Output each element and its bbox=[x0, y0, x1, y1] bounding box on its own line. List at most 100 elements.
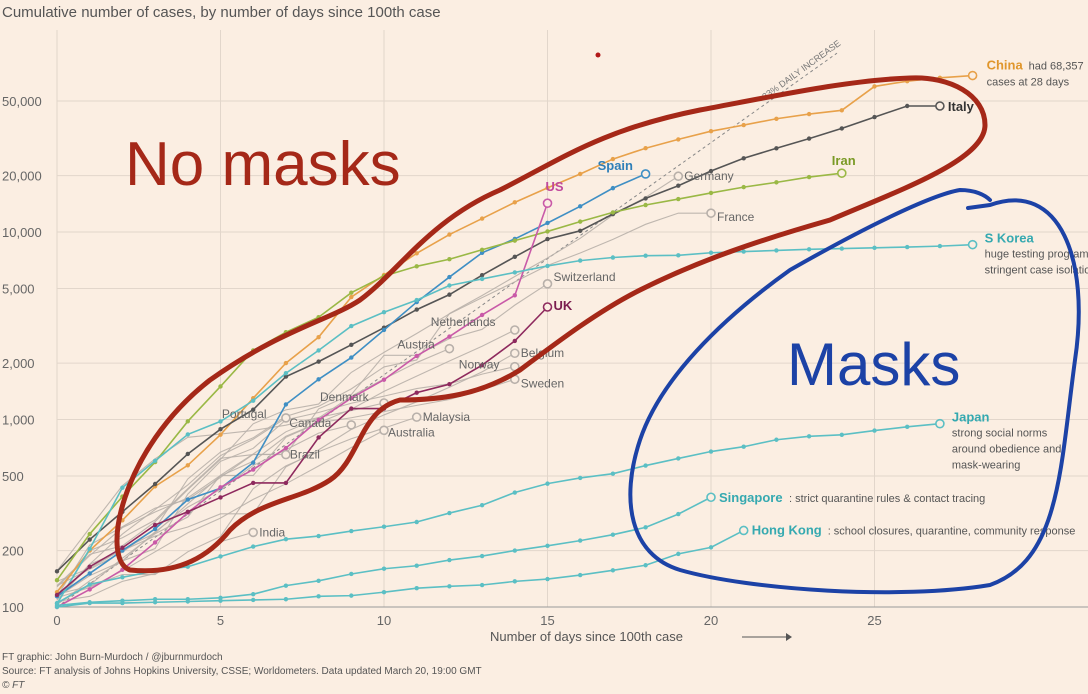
data-point-s-korea bbox=[447, 283, 452, 288]
data-point-uk bbox=[512, 338, 517, 344]
data-point-japan bbox=[218, 554, 223, 559]
data-point-china bbox=[185, 463, 190, 468]
data-point-hong-kong bbox=[545, 576, 550, 582]
data-point-s-korea bbox=[120, 485, 125, 490]
series-label-uk: UK bbox=[554, 298, 573, 313]
series-label-italy: Italy bbox=[948, 99, 975, 114]
data-point-singapore bbox=[414, 563, 419, 568]
data-point-italy bbox=[87, 537, 92, 542]
data-point-china bbox=[414, 251, 419, 256]
data-point-china bbox=[708, 129, 714, 134]
data-point-iran bbox=[87, 531, 92, 537]
end-marker-switzerland bbox=[542, 279, 553, 289]
data-point-japan bbox=[381, 524, 387, 529]
data-point-hong-kong bbox=[349, 593, 354, 598]
data-point-singapore bbox=[381, 566, 387, 571]
data-point-china bbox=[545, 185, 550, 191]
data-point-hong-kong bbox=[185, 599, 190, 604]
data-point-spain bbox=[87, 571, 92, 576]
series-label-india: India bbox=[259, 525, 285, 539]
data-point-s-korea bbox=[381, 310, 387, 315]
series-label-hong-kong: Hong Kong bbox=[752, 522, 822, 537]
data-point-s-korea bbox=[218, 419, 223, 424]
data-point-italy bbox=[447, 292, 452, 297]
data-point-us bbox=[251, 467, 256, 472]
masks-label: Masks bbox=[787, 331, 960, 398]
data-point-china bbox=[806, 111, 812, 117]
data-point-hong-kong bbox=[283, 597, 289, 602]
data-point-s-korea bbox=[676, 253, 681, 258]
data-point-s-korea bbox=[578, 258, 583, 263]
data-point-us bbox=[512, 293, 517, 298]
x-tick-label: 15 bbox=[540, 613, 554, 628]
end-marker-japan bbox=[935, 418, 945, 429]
data-point-japan bbox=[905, 424, 910, 430]
end-marker-germany bbox=[673, 171, 684, 182]
data-point-japan bbox=[839, 432, 844, 437]
end-marker-iran bbox=[836, 168, 847, 178]
series-line-germany bbox=[56, 175, 679, 587]
data-point-us bbox=[349, 395, 354, 401]
data-point-singapore bbox=[545, 543, 550, 549]
y-tick-label: 20,000 bbox=[2, 169, 42, 184]
data-point-singapore bbox=[316, 578, 321, 583]
series-annotation-s-korea: stringent case isolation bbox=[985, 265, 1088, 277]
data-point-spain bbox=[283, 402, 289, 407]
data-point-italy bbox=[251, 407, 256, 412]
end-marker-us bbox=[542, 198, 553, 209]
data-point-hong-kong bbox=[610, 568, 616, 573]
data-point-china bbox=[316, 334, 321, 340]
series-label-china: China bbox=[987, 58, 1024, 73]
data-point-s-korea bbox=[479, 276, 485, 282]
series-line-brazil bbox=[56, 454, 286, 592]
data-point-hong-kong bbox=[479, 582, 485, 588]
data-point-s-korea bbox=[937, 243, 943, 249]
series-label-spain: Spain bbox=[598, 158, 633, 173]
data-point-s-korea bbox=[806, 247, 812, 252]
data-point-us bbox=[479, 312, 485, 318]
data-point-singapore bbox=[283, 583, 289, 588]
data-point-iran bbox=[676, 196, 681, 202]
data-point-uk bbox=[479, 362, 485, 368]
series-annotation-china: had 68,357 bbox=[1029, 61, 1084, 73]
footer-credit: FT graphic: John Burn-Murdoch / @jburnmu… bbox=[2, 652, 223, 663]
data-point-us bbox=[87, 587, 92, 592]
series-line-uk bbox=[56, 306, 549, 596]
data-point-s-korea bbox=[87, 546, 92, 552]
y-tick-label: 50,000 bbox=[2, 94, 42, 109]
data-point-spain bbox=[251, 460, 256, 465]
end-marker-hong-kong bbox=[738, 525, 749, 536]
data-point-iran bbox=[54, 577, 60, 583]
series-label-sweden: Sweden bbox=[521, 376, 564, 390]
data-point-singapore bbox=[578, 538, 583, 543]
data-point-iran bbox=[545, 229, 550, 234]
data-point-japan bbox=[349, 528, 354, 534]
data-point-s-korea bbox=[774, 248, 779, 253]
data-point-japan bbox=[806, 434, 812, 439]
end-marker-spain bbox=[640, 169, 651, 179]
data-point-japan bbox=[316, 533, 321, 539]
no-masks-outline bbox=[114, 75, 988, 574]
data-point-china bbox=[839, 108, 844, 113]
data-point-singapore bbox=[610, 532, 616, 537]
series-line-france bbox=[56, 212, 711, 587]
x-axis-label: Number of days since 100th case bbox=[490, 629, 683, 644]
data-point-s-korea bbox=[545, 263, 550, 269]
data-point-italy bbox=[512, 254, 517, 260]
data-point-iran bbox=[447, 257, 452, 262]
data-point-italy bbox=[839, 126, 844, 131]
data-point-iran bbox=[741, 184, 746, 190]
data-point-uk bbox=[283, 480, 289, 486]
x-tick-label: 10 bbox=[377, 613, 391, 628]
data-point-italy bbox=[349, 342, 354, 348]
data-point-spain bbox=[152, 526, 158, 532]
data-point-uk bbox=[316, 435, 321, 440]
data-point-s-korea bbox=[610, 255, 616, 260]
data-point-japan bbox=[610, 471, 616, 476]
data-point-singapore bbox=[152, 597, 158, 602]
end-marker-france bbox=[706, 208, 716, 218]
end-marker-india bbox=[248, 527, 258, 538]
data-point-japan bbox=[87, 582, 92, 587]
data-point-us bbox=[316, 417, 321, 423]
data-point-uk bbox=[349, 406, 354, 411]
